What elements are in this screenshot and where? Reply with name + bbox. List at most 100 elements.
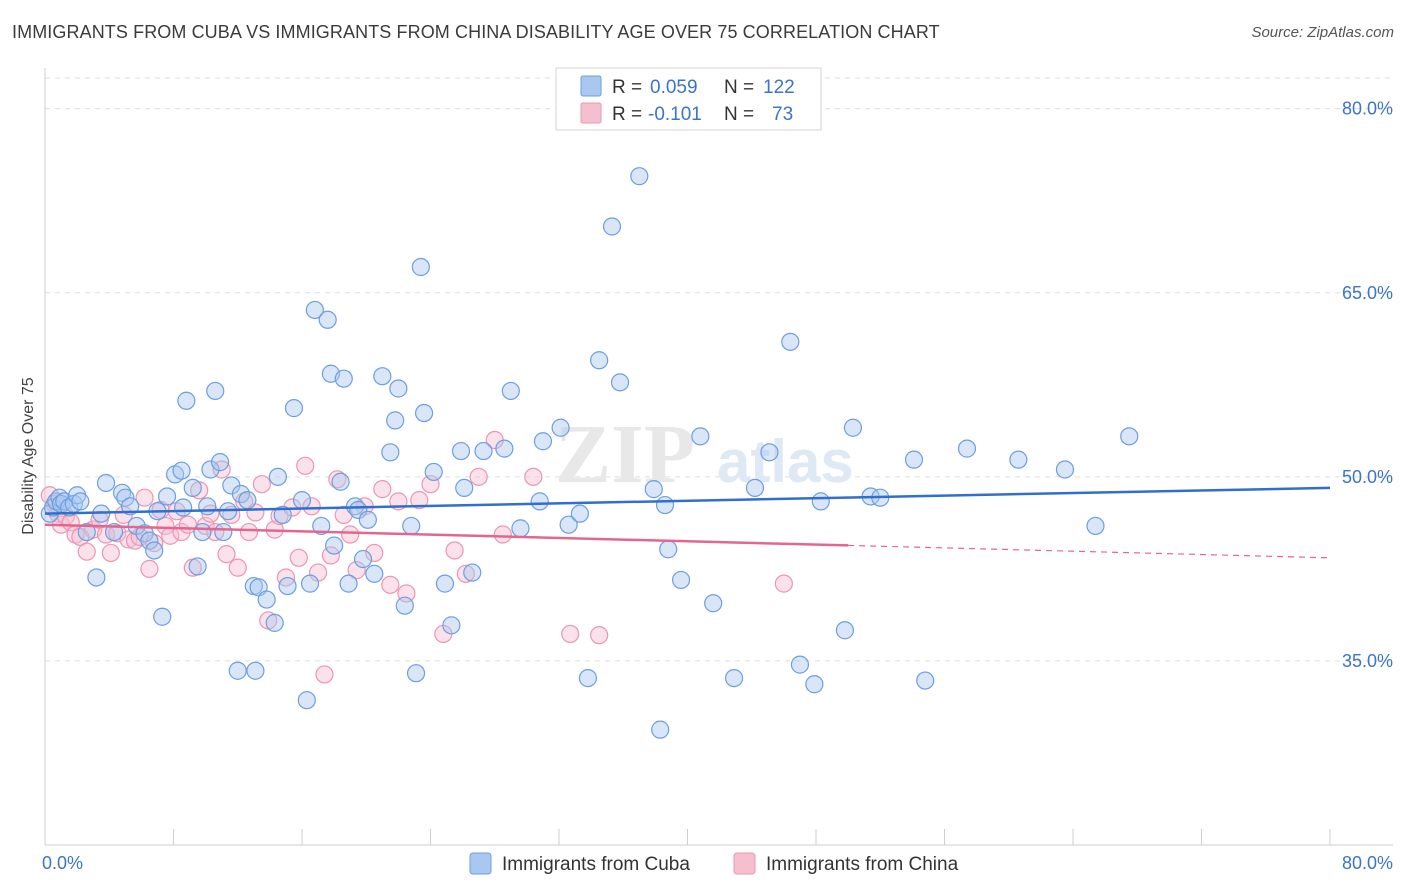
cuba-point xyxy=(386,411,405,430)
series-cuba-points xyxy=(40,167,1139,739)
cuba-point xyxy=(292,491,312,510)
stats-legend-box: R = 0.059 N = 122 R = -0.101 N = 73 xyxy=(555,67,822,131)
cuba-point xyxy=(406,664,426,683)
china-point xyxy=(469,467,488,486)
cuba-point xyxy=(140,531,159,550)
cuba-point xyxy=(153,607,172,626)
china-point xyxy=(252,475,271,494)
china-point xyxy=(321,546,341,565)
china-point xyxy=(590,626,609,645)
cuba-point xyxy=(201,460,220,479)
cuba-point xyxy=(145,541,164,560)
cuba-point xyxy=(402,516,421,536)
cuba-point xyxy=(724,669,744,688)
cuba-point xyxy=(87,568,106,587)
cuba-point xyxy=(578,669,598,688)
cuba-point xyxy=(381,443,400,462)
china-trend-line-extrapolated xyxy=(848,544,1331,559)
stats-cuba-swatch xyxy=(580,75,602,97)
china-point xyxy=(302,497,321,516)
cuba-point xyxy=(610,373,630,392)
cuba-point xyxy=(172,461,191,480)
cuba-point xyxy=(916,671,935,690)
china-point xyxy=(101,543,120,563)
cuba-point xyxy=(265,613,284,632)
china-point xyxy=(774,574,793,593)
y-tick-label: 65.0% xyxy=(1342,283,1393,303)
cuba-point xyxy=(349,500,368,520)
cuba-point xyxy=(463,563,482,582)
watermark-zip: ZIP xyxy=(555,408,695,501)
cuba-point xyxy=(174,498,193,517)
stats-china-r-label: R = xyxy=(612,104,642,125)
cuba-point xyxy=(121,497,140,516)
cuba-trend-line xyxy=(44,486,1331,515)
cuba-point xyxy=(691,427,710,446)
cuba-point xyxy=(590,351,609,370)
cuba-point xyxy=(501,381,520,401)
stats-cuba-r-label: R = xyxy=(612,77,642,98)
cuba-point xyxy=(704,594,723,613)
tick-labels: 35.0% 50.0% 65.0% 80.0% 0.0% 80.0% xyxy=(42,99,1393,873)
cuba-point xyxy=(305,300,324,320)
china-point xyxy=(365,543,384,563)
china-point xyxy=(373,480,392,499)
axes xyxy=(44,68,1393,846)
cuba-point xyxy=(805,675,824,694)
cuba-point xyxy=(116,488,135,507)
gridlines xyxy=(45,77,1393,662)
cuba-point xyxy=(71,492,90,511)
cuba-point xyxy=(843,418,863,437)
cuba-point xyxy=(530,492,549,511)
cuba-point xyxy=(284,399,304,418)
china-point xyxy=(410,491,429,510)
cuba-point xyxy=(206,381,225,401)
cuba-point xyxy=(655,495,675,515)
trend-lines xyxy=(44,486,1331,559)
china-point xyxy=(524,467,543,486)
cuba-point xyxy=(188,557,207,576)
cuba-point xyxy=(300,574,320,593)
cuba-point xyxy=(904,450,924,469)
cuba-point xyxy=(268,467,288,486)
stats-china-swatch xyxy=(580,102,602,124)
cuba-point xyxy=(193,522,212,542)
series-legend: Immigrants from Cuba Immigrants from Chi… xyxy=(469,852,959,875)
cuba-point xyxy=(278,576,297,596)
china-point xyxy=(145,534,164,553)
china-point xyxy=(135,488,154,507)
stats-china-n-label: N = xyxy=(724,104,754,125)
stats-cuba-n-value: 122 xyxy=(763,77,795,98)
legend-china-swatch xyxy=(733,852,756,875)
cuba-point xyxy=(411,257,430,277)
cuba-point xyxy=(659,540,678,559)
y-tick-label: 80.0% xyxy=(1342,99,1393,119)
chart-title: IMMIGRANTS FROM CUBA VS IMMIGRANTS FROM … xyxy=(12,22,940,42)
source-credit: Source: ZipAtlas.com xyxy=(1251,24,1394,41)
china-point xyxy=(328,470,347,489)
cuba-point xyxy=(455,478,474,497)
stats-china-n-value: 73 xyxy=(772,104,793,125)
cuba-point xyxy=(214,522,233,542)
cuba-point xyxy=(339,574,358,593)
cuba-point xyxy=(257,590,276,609)
china-trend-line xyxy=(44,523,849,547)
cuba-point xyxy=(835,621,855,640)
stats-china-r-value: -0.101 xyxy=(648,104,702,125)
china-point xyxy=(239,522,259,542)
stats-cuba-n-label: N = xyxy=(724,77,754,98)
china-point xyxy=(77,542,96,561)
cuba-point xyxy=(373,367,392,386)
cuba-point xyxy=(325,536,344,555)
cuba-point xyxy=(77,522,96,542)
cuba-point xyxy=(474,441,493,461)
cuba-point xyxy=(442,616,461,635)
cuba-point xyxy=(671,570,691,590)
china-point xyxy=(228,558,247,577)
cuba-point xyxy=(414,403,434,423)
cuba-point xyxy=(183,478,202,497)
cuba-point xyxy=(790,655,810,674)
cuba-point xyxy=(781,332,800,351)
cuba-point xyxy=(395,596,414,615)
china-point xyxy=(341,525,360,544)
